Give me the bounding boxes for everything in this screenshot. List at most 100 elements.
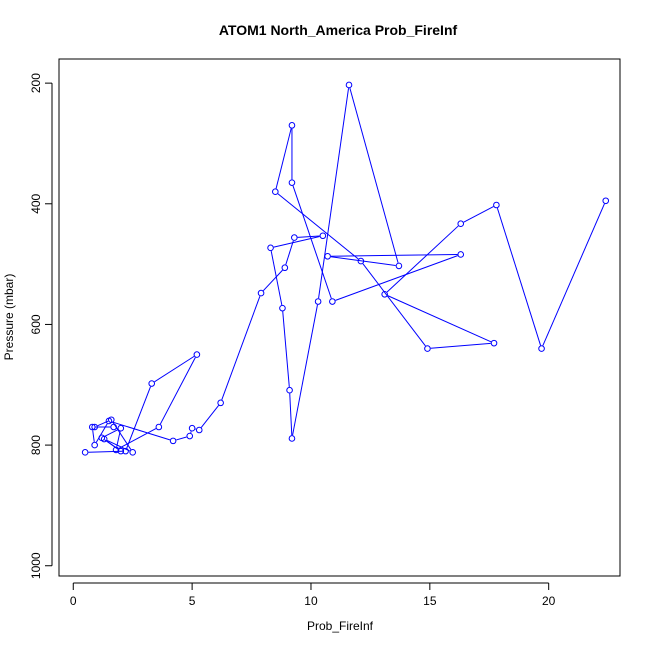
series-line-segment bbox=[349, 87, 399, 263]
plot-frame bbox=[58, 58, 621, 577]
series-line-segment bbox=[92, 430, 95, 442]
data-point bbox=[345, 81, 353, 89]
data-point bbox=[188, 424, 196, 432]
data-point bbox=[155, 423, 163, 431]
data-point bbox=[314, 298, 322, 305]
data-point bbox=[288, 122, 296, 129]
series-line-segment bbox=[116, 431, 121, 447]
data-point bbox=[122, 447, 129, 455]
series-line-segment bbox=[126, 386, 151, 449]
series-line-segment bbox=[387, 295, 492, 343]
series-line-segment bbox=[292, 185, 332, 299]
series-line-segment bbox=[542, 203, 605, 346]
data-point bbox=[148, 380, 156, 387]
x-tick-label: 0 bbox=[70, 594, 77, 608]
data-point bbox=[319, 232, 327, 240]
x-axis-title: Prob_FireInf bbox=[307, 619, 374, 633]
data-point bbox=[291, 234, 298, 241]
data-point bbox=[88, 423, 96, 431]
data-point bbox=[117, 424, 125, 432]
y-axis: 200 400 600 800 1000 bbox=[29, 73, 53, 579]
series-line-segment bbox=[111, 421, 171, 441]
series-line-segment bbox=[289, 393, 293, 436]
series-line-segment bbox=[200, 405, 219, 428]
data-point bbox=[281, 264, 289, 272]
series-line-segment bbox=[95, 423, 108, 443]
chart-title: ATOM1 North_America Prob_FireInf bbox=[219, 22, 458, 38]
series-line-segment bbox=[430, 342, 491, 349]
data-point bbox=[110, 423, 117, 431]
series-line-segment bbox=[262, 269, 283, 292]
series-line-segment bbox=[292, 304, 318, 436]
data-point bbox=[395, 262, 403, 270]
y-tick-label: 600 bbox=[29, 314, 43, 334]
data-point bbox=[357, 257, 365, 265]
y-tick-label: 200 bbox=[29, 73, 43, 93]
data-point bbox=[288, 179, 296, 186]
data-point bbox=[324, 252, 331, 260]
data-point bbox=[602, 197, 610, 205]
series-line-segment bbox=[277, 193, 359, 260]
y-tick-label: 400 bbox=[29, 193, 43, 213]
data-point bbox=[195, 426, 203, 434]
y-tick-label: 1000 bbox=[29, 552, 43, 579]
series-line-segment bbox=[221, 295, 261, 400]
series-line-segment bbox=[297, 235, 320, 238]
series-line-segment bbox=[282, 311, 290, 387]
series-line-segment bbox=[463, 206, 494, 223]
data-point bbox=[186, 432, 194, 440]
data-point bbox=[424, 345, 431, 352]
series-line-segment bbox=[330, 254, 458, 257]
data-point bbox=[272, 188, 279, 196]
series-line-segment bbox=[118, 428, 157, 449]
data-point bbox=[193, 351, 201, 358]
data-point bbox=[100, 435, 108, 443]
series-line-segment bbox=[106, 440, 119, 450]
series-line-segment bbox=[273, 236, 320, 248]
series-lines bbox=[88, 87, 605, 453]
data-point bbox=[279, 304, 286, 312]
data-point bbox=[267, 244, 274, 252]
data-point bbox=[538, 345, 545, 352]
data-point bbox=[457, 220, 465, 227]
series-line-segment bbox=[88, 450, 123, 453]
series-line-segment bbox=[362, 263, 426, 347]
data-point bbox=[117, 447, 125, 455]
series-line-segment bbox=[496, 207, 542, 346]
data-point bbox=[493, 201, 500, 209]
data-point bbox=[81, 449, 89, 456]
series-line-segment bbox=[154, 355, 195, 383]
series-line-segment bbox=[104, 429, 119, 437]
data-point bbox=[112, 446, 120, 454]
series-line-segment bbox=[270, 250, 283, 306]
data-point bbox=[288, 435, 296, 442]
data-point bbox=[91, 423, 98, 431]
series-line-segment bbox=[318, 88, 350, 299]
x-tick-label: 15 bbox=[423, 594, 437, 608]
data-point bbox=[286, 386, 293, 394]
series-line-segment bbox=[386, 225, 459, 293]
data-point bbox=[105, 417, 113, 425]
y-tick-label: 800 bbox=[29, 435, 43, 455]
data-point bbox=[129, 449, 136, 456]
series-line-segment bbox=[285, 240, 294, 265]
data-point bbox=[329, 298, 336, 305]
x-tick-label: 5 bbox=[189, 594, 196, 608]
series-points bbox=[81, 81, 610, 456]
data-point bbox=[457, 251, 465, 258]
y-axis-title: Pressure (mbar) bbox=[2, 274, 16, 361]
data-point bbox=[257, 289, 265, 297]
data-point bbox=[217, 399, 224, 407]
data-point bbox=[490, 339, 498, 347]
x-axis: 0 5 10 15 20 bbox=[70, 582, 556, 608]
series-line-segment bbox=[176, 436, 187, 441]
series-line-segment bbox=[275, 128, 292, 189]
series-line-segment bbox=[159, 357, 196, 425]
data-point bbox=[169, 437, 177, 445]
x-tick-label: 10 bbox=[304, 594, 318, 608]
data-point bbox=[381, 290, 388, 298]
series-line-segment bbox=[335, 255, 458, 301]
data-point bbox=[91, 441, 98, 449]
series-line-segment bbox=[106, 439, 130, 452]
